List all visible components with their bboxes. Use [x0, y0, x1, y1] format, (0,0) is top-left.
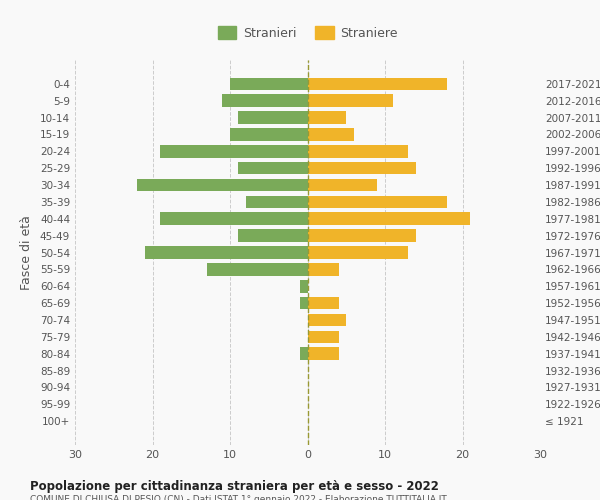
- Bar: [308, 145, 408, 158]
- Bar: [300, 280, 308, 292]
- Bar: [308, 297, 338, 310]
- Bar: [308, 94, 393, 107]
- Bar: [160, 145, 308, 158]
- Bar: [308, 178, 377, 192]
- Bar: [308, 212, 470, 225]
- Y-axis label: Fasce di età: Fasce di età: [20, 215, 33, 290]
- Bar: [230, 78, 308, 90]
- Bar: [207, 263, 308, 276]
- Bar: [222, 94, 308, 107]
- Bar: [238, 162, 308, 174]
- Bar: [300, 297, 308, 310]
- Bar: [308, 246, 408, 259]
- Bar: [160, 212, 308, 225]
- Bar: [308, 348, 338, 360]
- Bar: [308, 196, 447, 208]
- Bar: [308, 128, 354, 141]
- Bar: [308, 162, 416, 174]
- Text: COMUNE DI CHIUSA DI PESIO (CN) - Dati ISTAT 1° gennaio 2022 - Elaborazione TUTTI: COMUNE DI CHIUSA DI PESIO (CN) - Dati IS…: [30, 495, 447, 500]
- Bar: [308, 230, 416, 242]
- Bar: [308, 78, 447, 90]
- Bar: [238, 230, 308, 242]
- Bar: [308, 263, 338, 276]
- Bar: [230, 128, 308, 141]
- Bar: [245, 196, 308, 208]
- Bar: [145, 246, 308, 259]
- Bar: [300, 348, 308, 360]
- Bar: [308, 111, 346, 124]
- Text: Popolazione per cittadinanza straniera per età e sesso - 2022: Popolazione per cittadinanza straniera p…: [30, 480, 439, 493]
- Bar: [137, 178, 308, 192]
- Bar: [308, 330, 338, 343]
- Bar: [308, 314, 346, 326]
- Bar: [238, 111, 308, 124]
- Legend: Stranieri, Straniere: Stranieri, Straniere: [211, 20, 404, 46]
